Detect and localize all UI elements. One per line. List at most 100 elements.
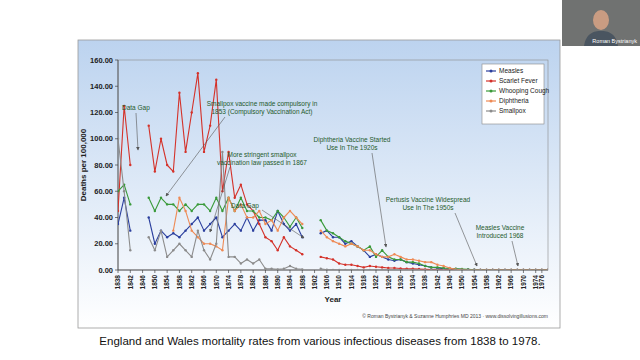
series-marker	[320, 229, 322, 231]
x-tick-label: 1918	[360, 275, 367, 290]
series-marker	[264, 223, 266, 225]
series-marker	[166, 203, 168, 205]
y-tick	[115, 270, 118, 271]
series-marker	[227, 197, 229, 199]
series-marker	[430, 266, 432, 268]
series-marker	[172, 249, 174, 251]
series-marker	[166, 164, 168, 166]
series-marker	[381, 256, 383, 258]
series-marker	[528, 269, 530, 270]
x-tick-label: 1906	[323, 275, 330, 290]
series-marker	[350, 243, 352, 245]
series-marker	[535, 269, 537, 270]
series-marker	[535, 269, 537, 270]
series-marker	[369, 245, 371, 247]
annotation-arrow	[512, 241, 518, 266]
series-marker	[528, 269, 530, 270]
series-marker	[344, 240, 346, 242]
x-tick-label: 1842	[127, 275, 134, 290]
legend-marker	[490, 90, 493, 93]
series-marker	[326, 236, 328, 238]
series-marker	[295, 249, 297, 251]
series-marker	[184, 203, 186, 205]
annotation-text: 1853 (Compulsory Vaccination Act)	[211, 108, 312, 116]
x-tick	[363, 270, 364, 273]
series-marker	[504, 269, 506, 270]
x-tick-label: 1866	[200, 275, 207, 290]
series-marker	[301, 253, 303, 255]
series-marker	[338, 236, 340, 238]
series-marker	[350, 269, 352, 270]
series-marker	[485, 269, 487, 270]
series-marker	[430, 261, 432, 263]
series-marker	[547, 269, 548, 270]
series-marker	[227, 197, 229, 199]
series-marker	[338, 243, 340, 245]
series-marker	[363, 249, 365, 251]
series-marker	[375, 256, 377, 258]
series-marker	[270, 240, 272, 242]
series-marker	[191, 210, 193, 212]
series-marker	[473, 269, 475, 270]
series-marker	[289, 229, 291, 231]
series-marker	[424, 269, 426, 270]
series-marker	[154, 170, 156, 172]
series-marker	[203, 151, 205, 153]
annotation-text: Diphtheria Vaccine Started	[314, 136, 391, 144]
series-marker	[191, 223, 193, 225]
series-marker	[350, 264, 352, 266]
series-marker	[221, 210, 223, 212]
legend-swatch	[486, 110, 496, 111]
series-marker	[363, 266, 365, 268]
series-marker	[221, 249, 223, 251]
x-tick-label: 1846	[139, 275, 146, 290]
series-marker	[535, 269, 537, 270]
series-marker	[215, 216, 217, 218]
y-tick-label: 20.00	[94, 239, 113, 248]
x-tick	[511, 270, 512, 273]
series-marker	[455, 268, 457, 270]
x-tick	[265, 270, 266, 273]
series-marker	[129, 249, 131, 251]
series-marker	[344, 245, 346, 247]
x-tick-label: 1914	[348, 275, 355, 290]
x-tick	[240, 270, 241, 273]
series-marker	[129, 164, 131, 166]
series-marker	[381, 269, 383, 270]
series-marker	[369, 265, 371, 267]
x-tick	[412, 270, 413, 273]
series-marker	[412, 261, 414, 263]
annotation-text: Pertusis Vaccine Widespread	[386, 196, 471, 204]
annotation-text: Data Gap	[122, 104, 150, 112]
series-marker	[118, 210, 119, 212]
y-tick	[115, 86, 118, 87]
series-marker	[467, 268, 469, 270]
series-marker	[541, 269, 543, 270]
legend-label: Measles	[499, 67, 524, 74]
series-marker	[160, 138, 162, 140]
series-marker	[356, 245, 358, 247]
series-marker	[528, 269, 530, 270]
x-tick	[326, 270, 327, 273]
series-marker	[332, 240, 334, 242]
series-marker	[277, 249, 279, 251]
series-marker	[516, 269, 518, 270]
series-marker	[356, 265, 358, 267]
series-marker	[541, 269, 543, 270]
series-marker	[399, 269, 401, 270]
series-marker	[399, 258, 401, 260]
series-marker	[332, 236, 334, 238]
x-axis-title: Year	[325, 295, 342, 304]
chart-panel	[78, 40, 560, 328]
series-marker	[418, 260, 420, 262]
x-tick-label: 1970	[520, 275, 527, 290]
series-marker	[301, 268, 303, 270]
series-marker	[510, 269, 512, 270]
series-marker	[172, 203, 174, 205]
series-marker	[197, 203, 199, 205]
annotation-text: Smallpox vaccine made compulsory in	[207, 100, 318, 108]
series-marker	[283, 236, 285, 238]
series-marker	[277, 229, 279, 231]
series-marker	[399, 256, 401, 258]
series-marker	[455, 269, 457, 270]
